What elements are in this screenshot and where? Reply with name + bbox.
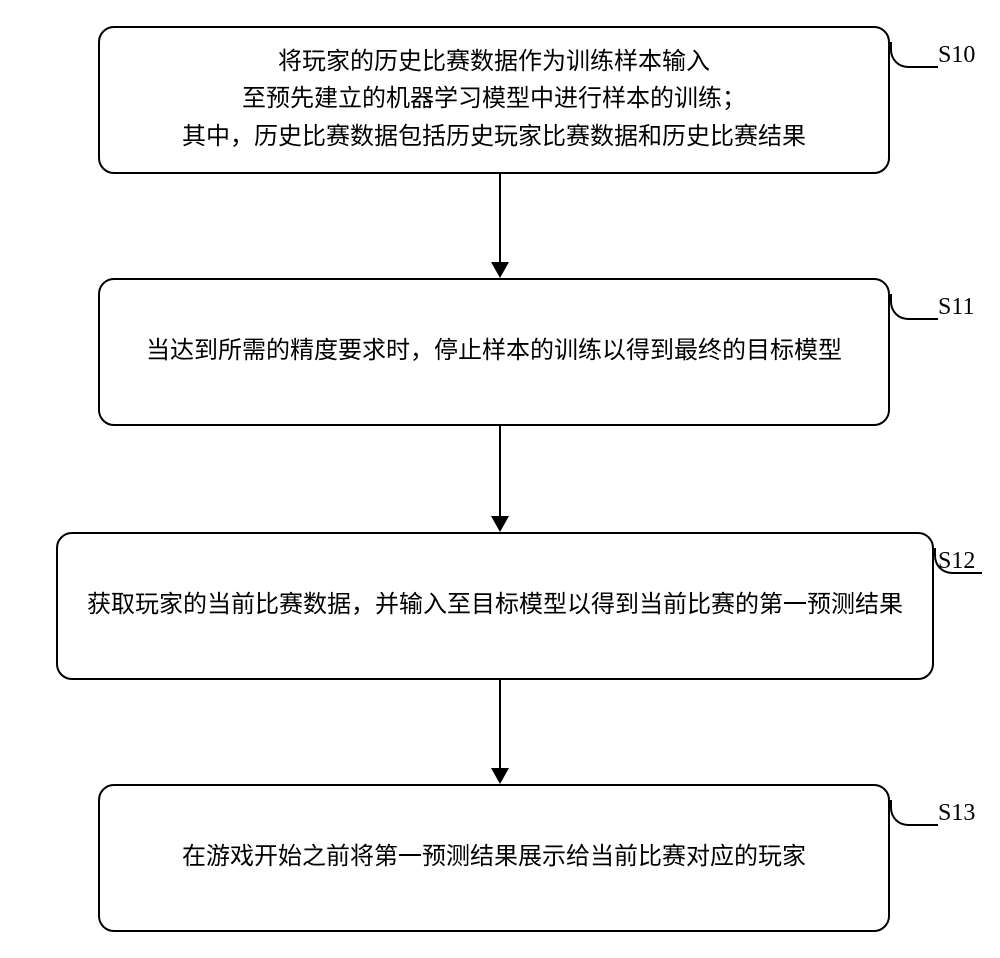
step-label-s10: S10	[938, 42, 975, 69]
connector-2	[491, 680, 509, 784]
step-text-s10: 将玩家的历史比赛数据作为训练样本输入 至预先建立的机器学习模型中进行样本的训练；…	[182, 44, 806, 156]
arrow-down-icon	[491, 768, 509, 784]
step-box-s11: 当达到所需的精度要求时，停止样本的训练以得到最终的目标模型	[98, 278, 890, 426]
step-box-s10: 将玩家的历史比赛数据作为训练样本输入 至预先建立的机器学习模型中进行样本的训练；…	[98, 26, 890, 174]
label-hook-s13	[890, 800, 938, 826]
step-box-s12: 获取玩家的当前比赛数据，并输入至目标模型以得到当前比赛的第一预测结果	[56, 532, 934, 680]
connector-0	[491, 174, 509, 278]
flowchart-canvas: 将玩家的历史比赛数据作为训练样本输入 至预先建立的机器学习模型中进行样本的训练；…	[0, 0, 1000, 958]
step-box-s13: 在游戏开始之前将第一预测结果展示给当前比赛对应的玩家	[98, 784, 890, 932]
connector-1	[491, 426, 509, 532]
connector-line	[499, 426, 501, 516]
label-hook-s10	[890, 42, 938, 68]
step-text-s13: 在游戏开始之前将第一预测结果展示给当前比赛对应的玩家	[182, 839, 806, 876]
step-label-s12: S12	[938, 548, 975, 575]
connector-line	[499, 174, 501, 262]
step-label-s13: S13	[938, 800, 975, 827]
label-hook-s11	[890, 294, 938, 320]
step-label-s11: S11	[938, 294, 974, 321]
step-text-s11: 当达到所需的精度要求时，停止样本的训练以得到最终的目标模型	[146, 333, 842, 370]
connector-line	[499, 680, 501, 768]
arrow-down-icon	[491, 262, 509, 278]
arrow-down-icon	[491, 516, 509, 532]
step-text-s12: 获取玩家的当前比赛数据，并输入至目标模型以得到当前比赛的第一预测结果	[87, 587, 903, 624]
